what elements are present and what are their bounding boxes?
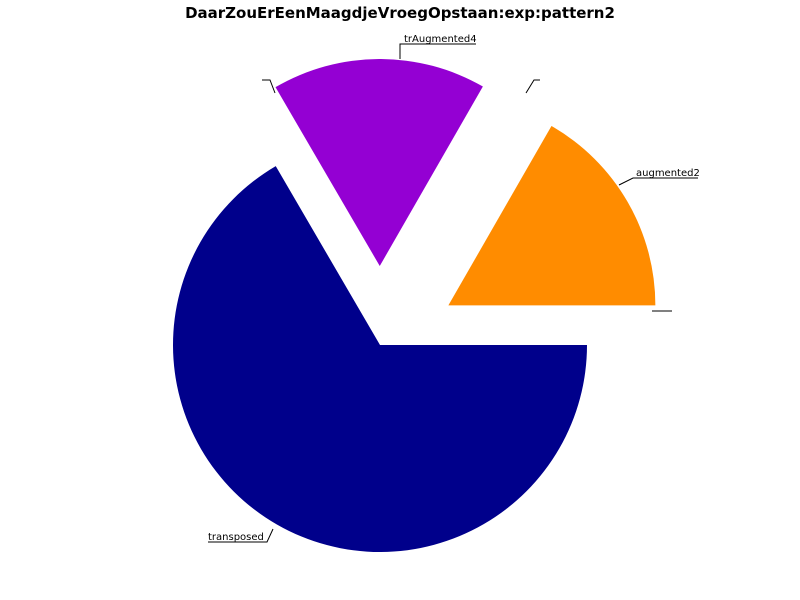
slice-leader-line: [399, 43, 476, 59]
slice-leader-line: [618, 177, 698, 186]
empty-slice-leader-line: [525, 79, 540, 94]
slice-leader-line: [208, 528, 274, 543]
chart-title: DaarZouErEenMaagdjeVroegOpstaan:exp:patt…: [185, 4, 615, 22]
slice-label: trAugmented4: [404, 34, 477, 45]
pie-slice-trAugmented4: [275, 59, 483, 267]
slice-label: augmented2: [636, 168, 700, 179]
pie-slice-augmented2: [448, 125, 656, 306]
slice-label: transposed: [208, 532, 264, 543]
pie-slice-transposed: [172, 166, 587, 552]
empty-slice-leader-line: [262, 79, 276, 94]
